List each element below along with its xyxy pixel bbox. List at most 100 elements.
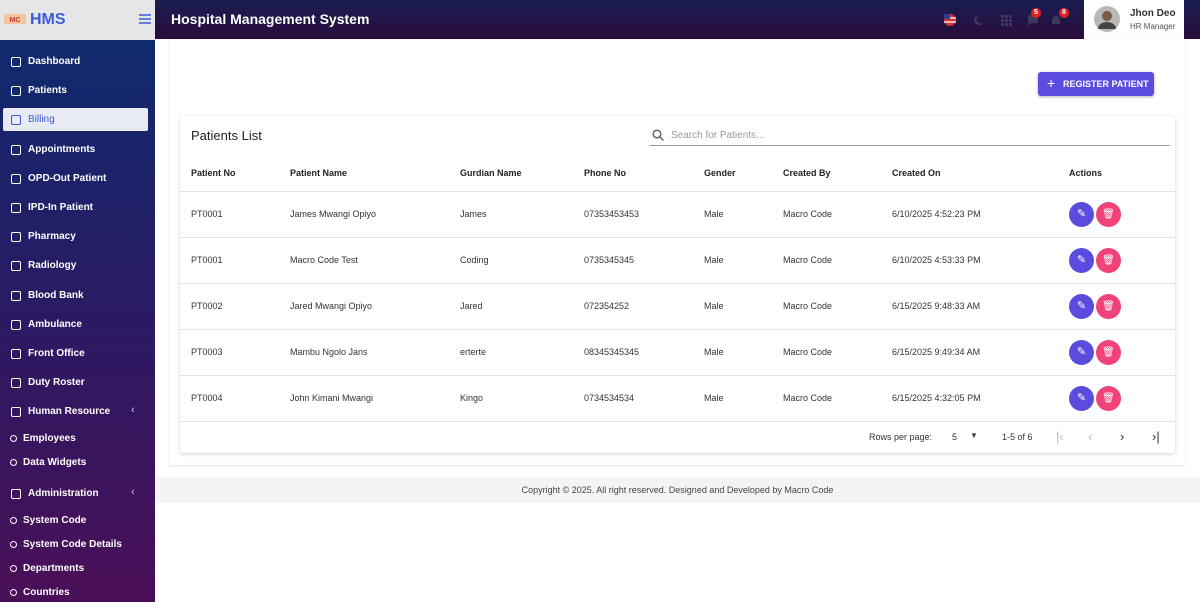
- menu-item[interactable]: Front Office: [3, 342, 148, 365]
- menu-item[interactable]: Billing: [3, 108, 148, 132]
- edit-button[interactable]: ✎: [1069, 202, 1094, 227]
- submenu-bullet: [10, 517, 17, 525]
- user-role: HR Manager: [1130, 22, 1176, 31]
- menu-item[interactable]: IPD-In Patient: [3, 196, 148, 219]
- menu-item[interactable]: Pharmacy: [3, 225, 148, 248]
- table-cell: 08345345345: [584, 347, 640, 357]
- edit-button[interactable]: ✎: [1069, 386, 1094, 411]
- menu-toggle[interactable]: [139, 14, 151, 24]
- table-cell: 6/15/2025 9:48:33 AM: [892, 301, 981, 311]
- menu-item[interactable]: Patients: [3, 79, 148, 102]
- submenu-item[interactable]: System Code Details: [0, 536, 150, 554]
- menu-label: Appointments: [28, 143, 96, 155]
- footer-text: Copyright © 2025. All right reserved. De…: [521, 485, 834, 495]
- page-nav-button[interactable]: ›|: [1152, 429, 1160, 444]
- table-cell: 0735345345: [584, 255, 635, 265]
- notification-badge: 8: [1059, 8, 1069, 18]
- rows-per-page-select[interactable]: 5: [952, 432, 958, 442]
- footer: Copyright © 2025. All right reserved. De…: [155, 477, 1200, 503]
- menu-item[interactable]: Appointments: [3, 138, 148, 161]
- submenu-label: Data Widgets: [23, 457, 87, 469]
- submenu-item[interactable]: System Code: [0, 512, 150, 530]
- menu-icon: [11, 290, 21, 301]
- menu-label: IPD-In Patient: [28, 202, 94, 213]
- submenu-bullet: [10, 589, 17, 597]
- column-header: Patient Name: [290, 168, 348, 178]
- table-cell: James Mwangi Opiyo: [290, 209, 377, 219]
- notification-badge: 5: [1031, 8, 1041, 18]
- menu-label: Pharmacy: [28, 231, 76, 243]
- delete-button[interactable]: 🗑: [1096, 386, 1121, 411]
- menu-item[interactable]: Dashboard: [3, 50, 148, 73]
- register-button[interactable]: + REGISTER PATIENT: [1038, 72, 1154, 96]
- delete-button[interactable]: 🗑: [1096, 248, 1121, 273]
- submenu-item[interactable]: Departments: [0, 560, 150, 578]
- table-row: PT0001 Macro Code Test Coding 0735345345 Mal…: [180, 237, 1175, 283]
- menu-item[interactable]: Human Resource ‹: [3, 400, 148, 423]
- button-label: REGISTER PATIENT: [1063, 79, 1149, 89]
- select-arrow[interactable]: ▼: [970, 431, 978, 440]
- table-cell: Male: [704, 209, 724, 219]
- menu-icon: [11, 57, 21, 67]
- table-row: PT0001 James Mwangi Opiyo James 07353453453…: [180, 191, 1175, 237]
- delete-button[interactable]: 🗑: [1096, 340, 1121, 365]
- menu-icon: [11, 319, 21, 330]
- submenu-item[interactable]: Employees: [0, 430, 150, 448]
- page-nav-button[interactable]: ‹: [1088, 429, 1093, 444]
- delete-button[interactable]: 🗑: [1096, 294, 1121, 319]
- search-input[interactable]: Search for Patients...: [671, 130, 765, 141]
- delete-button[interactable]: 🗑: [1096, 202, 1121, 227]
- page-nav-button[interactable]: ›: [1120, 429, 1125, 444]
- menu-item[interactable]: OPD-Out Patient: [3, 167, 148, 190]
- column-header: Created On: [892, 168, 941, 178]
- column-header: Patient No: [191, 168, 236, 178]
- table-card: Patients List Search for Patients... Pat…: [180, 116, 1175, 453]
- app-title: Hospital Management System: [171, 11, 370, 27]
- menu-label: Dashboard: [28, 56, 81, 67]
- table-cell: PT0001: [191, 209, 223, 219]
- user-box[interactable]: Jhon Deo HR Manager: [1084, 0, 1184, 39]
- expand-chevron[interactable]: ‹: [131, 404, 135, 417]
- table-cell: 07353453453: [584, 209, 640, 219]
- edit-button[interactable]: ✎: [1069, 248, 1094, 273]
- menu-item[interactable]: Duty Roster: [3, 371, 148, 394]
- submenu-item[interactable]: Countries: [0, 584, 150, 602]
- plus-icon: +: [1047, 75, 1056, 91]
- menu-label: Patients: [28, 85, 67, 97]
- menu-icon: [11, 173, 21, 184]
- avatar: [1094, 6, 1120, 32]
- menu-item[interactable]: Radiology: [3, 254, 148, 277]
- table-cell: PT0003: [191, 347, 223, 357]
- page-nav-button[interactable]: |‹: [1056, 429, 1064, 444]
- submenu-label: Departments: [23, 563, 85, 575]
- menu-icon: [11, 349, 21, 359]
- menu-label: Duty Roster: [28, 377, 85, 389]
- table-cell: Male: [704, 255, 724, 265]
- edit-button[interactable]: ✎: [1069, 340, 1094, 365]
- table-cell: Male: [704, 393, 724, 403]
- menu-item[interactable]: Administration ‹: [3, 482, 148, 505]
- menu-label: Radiology: [28, 260, 77, 272]
- menu-label: Blood Bank: [28, 289, 84, 301]
- page-range: 1-5 of 6: [1002, 432, 1033, 442]
- table-cell: Jared: [460, 301, 483, 311]
- table-row: PT0003 Mambu Ngolo Jans erterte 08345345345…: [180, 329, 1175, 375]
- row-divider: [180, 283, 1175, 284]
- row-divider: [180, 421, 1175, 422]
- menu-icon: [11, 144, 21, 155]
- menu-item[interactable]: Blood Bank: [3, 284, 148, 307]
- column-header: Actions: [1069, 168, 1103, 178]
- menu-item[interactable]: Ambulance: [3, 313, 148, 336]
- table-cell: 6/15/2025 9:49:34 AM: [892, 347, 981, 357]
- table-cell: Jared Mwangi Opiyo: [290, 301, 373, 311]
- submenu-item[interactable]: Data Widgets: [0, 454, 150, 472]
- menu-label: Billing: [28, 114, 55, 126]
- user-name: Jhon Deo: [1130, 8, 1176, 19]
- top-bar: Hospital Management System Jhon Deo HR M…: [155, 0, 1200, 39]
- edit-button[interactable]: ✎: [1069, 294, 1094, 319]
- expand-chevron[interactable]: ‹: [131, 486, 135, 499]
- menu-icon: [11, 489, 21, 500]
- table-cell: Macro Code Test: [290, 255, 358, 265]
- row-divider: [180, 375, 1175, 376]
- table-cell: PT0004: [191, 393, 223, 403]
